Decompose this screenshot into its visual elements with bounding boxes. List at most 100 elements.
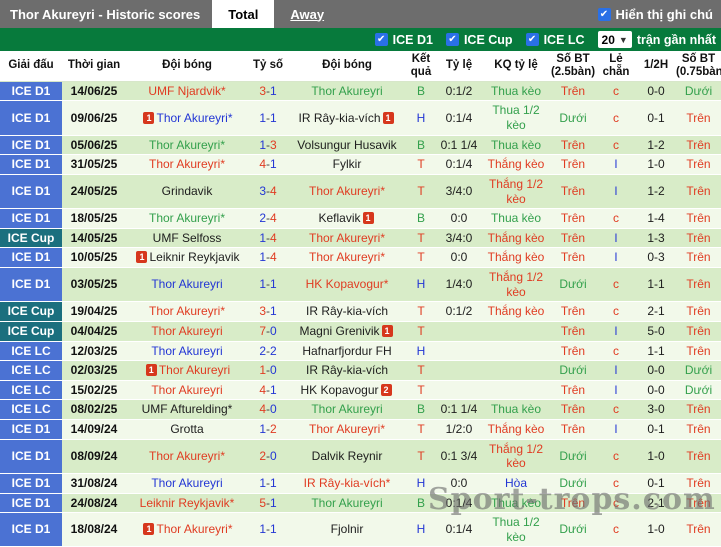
recent-matches-label: trận gần nhất xyxy=(637,33,716,47)
value-text: c xyxy=(613,522,619,536)
half-time-score-cell: 1-0 xyxy=(636,155,676,175)
result-cell: H xyxy=(406,473,436,493)
value-text: 1 xyxy=(259,138,266,152)
checkbox-checked-icon[interactable] xyxy=(598,8,611,21)
result-cell: T xyxy=(406,321,436,341)
value-text: Thor Akureyri* xyxy=(309,184,385,198)
value-text: Dưới xyxy=(559,449,586,463)
half-time-score-cell: 0-0 xyxy=(636,380,676,400)
value-text: Trên xyxy=(686,157,710,171)
score-cell: 1-3 xyxy=(248,135,288,155)
value-text: T xyxy=(417,250,424,264)
odd-even-cell: l xyxy=(596,248,636,268)
date-cell: 04/04/25 xyxy=(62,321,126,341)
value-text: Trên xyxy=(686,304,710,318)
value-text: T xyxy=(417,383,424,397)
value-text: Dưới xyxy=(559,476,586,490)
result-cell: T xyxy=(406,248,436,268)
over-under-0-75-cell: Trên xyxy=(676,493,721,513)
value-text: 4 xyxy=(270,231,277,245)
score-cell: 7-0 xyxy=(248,321,288,341)
tab-away[interactable]: Away xyxy=(274,0,340,28)
odds-result-cell: Thắng kèo xyxy=(482,420,550,440)
value-text: Trên xyxy=(561,250,585,264)
odd-even-cell: l xyxy=(596,174,636,208)
value-text: Trên xyxy=(686,184,710,198)
value-text: Fjolnir xyxy=(331,522,364,536)
date-cell: 02/03/25 xyxy=(62,361,126,381)
result-cell: B xyxy=(406,81,436,101)
odds-cell: 0:1 3/4 xyxy=(436,439,482,473)
league-cell: ICE D1 xyxy=(0,209,62,229)
value-text: Dưới xyxy=(559,522,586,536)
checkbox-checked-icon[interactable] xyxy=(446,33,459,46)
odds-cell: 1/2:0 xyxy=(436,420,482,440)
home-team-cell: Thor Akureyri xyxy=(126,341,248,361)
league-cell: ICE Cup xyxy=(0,302,62,322)
over-under-2-5-cell: Trên xyxy=(550,248,596,268)
value-text: Trên xyxy=(561,231,585,245)
value-text: UMF Njardvik* xyxy=(148,84,225,98)
date-cell: 24/08/24 xyxy=(62,493,126,513)
value-text: 1 xyxy=(270,111,277,125)
league-cell: ICE D1 xyxy=(0,420,62,440)
result-cell: T xyxy=(406,380,436,400)
odds-result-cell: Hòa xyxy=(482,473,550,493)
half-time-score-cell: 0-1 xyxy=(636,473,676,493)
away-team-cell: HK Kopavogur* xyxy=(288,268,406,302)
column-header: Tỷ lệ xyxy=(436,51,482,81)
date-cell: 14/09/24 xyxy=(62,420,126,440)
value-text: 1 xyxy=(270,496,277,510)
score-cell: 2-2 xyxy=(248,341,288,361)
over-under-2-5-cell: Dưới xyxy=(550,268,596,302)
value-text: 0 xyxy=(270,363,277,377)
odd-even-cell: l xyxy=(596,321,636,341)
value-text: T xyxy=(417,184,424,198)
over-under-2-5-cell: Trên xyxy=(550,420,596,440)
show-notes-toggle[interactable]: Hiển thị ghi chú xyxy=(598,0,721,28)
league-cell: ICE LC xyxy=(0,361,62,381)
checkbox-checked-icon[interactable] xyxy=(526,33,539,46)
checkbox-checked-icon[interactable] xyxy=(375,33,388,46)
value-text: Thua kèo xyxy=(491,402,541,416)
odds-cell: 0:1/4 xyxy=(436,513,482,547)
value-text: 1 xyxy=(259,111,266,125)
value-text: Thor Akureyri xyxy=(151,324,222,338)
score-cell: 5-1 xyxy=(248,493,288,513)
red-card-icon: 1 xyxy=(382,325,393,337)
result-cell: H xyxy=(406,341,436,361)
value-text: Keflavik xyxy=(318,211,360,225)
match-count-select[interactable]: 20 xyxy=(598,31,632,48)
over-under-2-5-cell: Trên xyxy=(550,400,596,420)
tab-total[interactable]: Total xyxy=(212,0,274,28)
result-cell: H xyxy=(406,513,436,547)
value-text: c xyxy=(613,344,619,358)
over-under-0-75-cell: Trên xyxy=(676,439,721,473)
league-cell: ICE D1 xyxy=(0,101,62,135)
value-text: c xyxy=(613,277,619,291)
odd-even-cell: c xyxy=(596,81,636,101)
away-team-cell: Thor Akureyri* xyxy=(288,420,406,440)
score-cell: 1-1 xyxy=(248,473,288,493)
